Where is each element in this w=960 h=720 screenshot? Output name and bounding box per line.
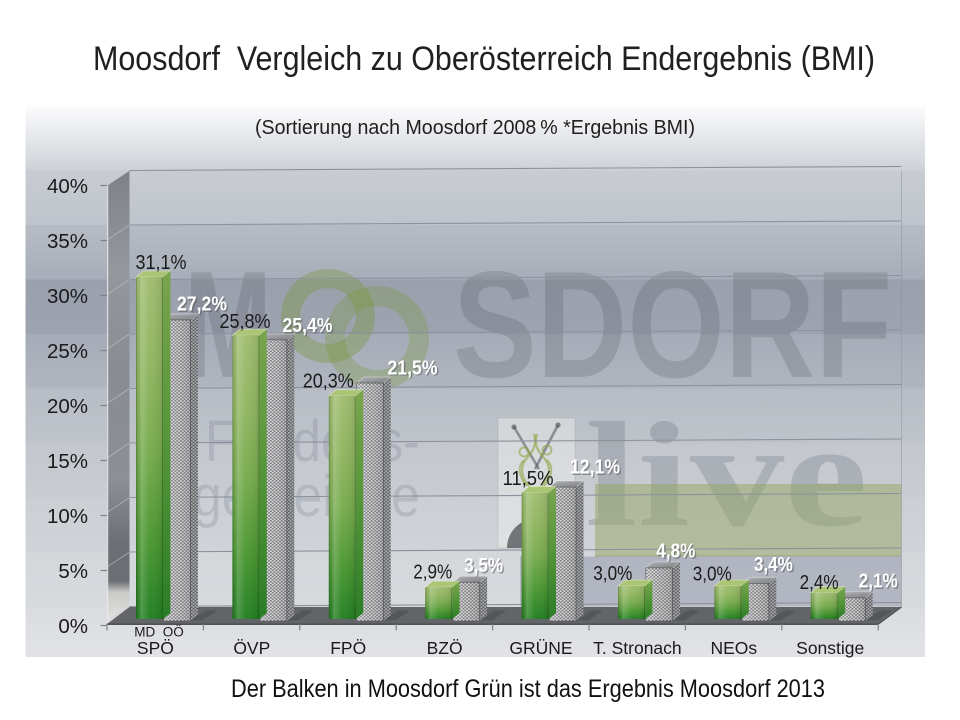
svg-text:21,5%: 21,5%: [389, 359, 439, 381]
svg-text:3,0%: 3,0%: [593, 563, 632, 585]
svg-text:FPÖ: FPÖ: [330, 638, 366, 658]
svg-text:3,0%: 3,0%: [693, 564, 732, 586]
svg-text:12,1%: 12,1%: [570, 457, 620, 479]
svg-text:4,8%: 4,8%: [656, 541, 695, 563]
svg-text:2,1%: 2,1%: [860, 572, 899, 594]
svg-text:GRÜNE: GRÜNE: [509, 638, 572, 658]
svg-text:27,2%: 27,2%: [178, 295, 228, 317]
svg-text:4,8%: 4,8%: [658, 542, 697, 564]
svg-text:15%: 15%: [47, 450, 88, 473]
svg-text:40%: 40%: [47, 175, 88, 198]
svg-text:5%: 5%: [58, 560, 88, 583]
svg-text:(Sortierung nach Moosdorf 2008: (Sortierung nach Moosdorf 2008 % *Ergebn…: [255, 117, 695, 139]
svg-text:Sonstige: Sonstige: [796, 638, 864, 658]
svg-text:2,1%: 2,1%: [859, 571, 898, 593]
svg-text:3,4%: 3,4%: [754, 554, 793, 576]
svg-text:30%: 30%: [47, 285, 88, 308]
svg-text:BZÖ: BZÖ: [427, 638, 463, 658]
svg-text:3,5%: 3,5%: [464, 555, 503, 577]
svg-text:25%: 25%: [47, 340, 88, 363]
svg-text:0%: 0%: [58, 615, 88, 638]
svg-text:2,9%: 2,9%: [413, 562, 452, 584]
svg-text:10%: 10%: [47, 505, 88, 528]
svg-text:3,4%: 3,4%: [755, 555, 794, 577]
svg-text:Der Balken in Moosdorf Grün is: Der Balken in Moosdorf Grün ist das Erge…: [231, 675, 825, 703]
svg-text:20,3%: 20,3%: [303, 371, 354, 393]
svg-text:Moosdorf Vergleich zu Oberöst: Moosdorf Vergleich zu Oberösterreich End…: [93, 40, 875, 78]
svg-text:ÖVP: ÖVP: [233, 638, 270, 658]
svg-text:31,1%: 31,1%: [136, 252, 187, 274]
svg-text:NEOs: NEOs: [710, 638, 757, 658]
svg-text:25,4%: 25,4%: [284, 316, 334, 338]
svg-text:2,4%: 2,4%: [800, 572, 839, 594]
svg-text:SDORF: SDORF: [453, 240, 892, 410]
svg-text:35%: 35%: [47, 230, 88, 253]
svg-text:25,4%: 25,4%: [283, 315, 333, 337]
svg-text:11,5%: 11,5%: [503, 468, 554, 490]
svg-text:T. Stronach: T. Stronach: [593, 638, 682, 658]
svg-text:25,8%: 25,8%: [220, 311, 271, 333]
svg-text:SPÖ: SPÖ: [137, 638, 174, 658]
svg-text:MD OÖ: MD OÖ: [134, 625, 184, 640]
svg-text:3,5%: 3,5%: [466, 557, 505, 579]
svg-text:27,2%: 27,2%: [177, 294, 227, 316]
svg-text:21,5%: 21,5%: [388, 357, 438, 379]
svg-text:20%: 20%: [47, 395, 88, 418]
svg-text:12,1%: 12,1%: [571, 458, 621, 480]
